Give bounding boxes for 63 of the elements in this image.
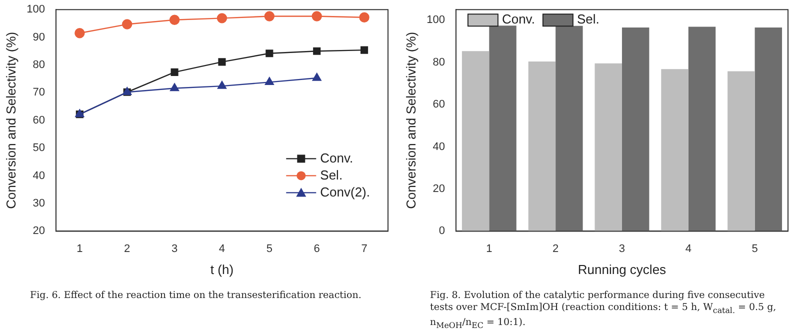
point (264, 11, 275, 22)
bar (661, 69, 688, 232)
y-tick-label: 50 (32, 142, 45, 154)
x-tick-label: 6 (314, 242, 320, 255)
x-tick-label: 2 (552, 242, 559, 255)
x-tick-label: 1 (76, 242, 83, 255)
point (74, 28, 85, 38)
bar (688, 26, 716, 232)
x-tick-label: 5 (266, 242, 272, 255)
bar (622, 28, 650, 232)
point (266, 50, 274, 58)
bar (528, 62, 556, 232)
legend-label: Conv(2). (320, 184, 370, 200)
legend-label: Conv. (502, 12, 535, 27)
point (312, 72, 322, 81)
point (312, 11, 322, 22)
y-axis-title: Conversion and Selectivity (%) (3, 32, 18, 209)
x-tick-label: 5 (752, 242, 758, 255)
bar (594, 63, 622, 232)
y-tick-label: 60 (432, 98, 445, 111)
y-tick-label: 40 (432, 140, 445, 153)
point (360, 46, 368, 54)
y-tick-label: 80 (432, 56, 445, 68)
x-tick-label: 3 (171, 242, 178, 255)
y-tick-label: 60 (32, 114, 45, 126)
y-tick-label: 70 (32, 86, 45, 99)
point (216, 13, 228, 24)
legend-label: Conv. (320, 150, 354, 166)
point (264, 77, 274, 86)
y-tick-label: 0 (438, 225, 445, 238)
y-axis-title: Conversion and Selectivity (%) (403, 32, 418, 209)
point (169, 14, 180, 25)
bar (728, 71, 755, 232)
y-tick-label: 20 (32, 225, 45, 238)
x-tick-label: 4 (685, 242, 692, 255)
y-tick-label: 30 (32, 198, 45, 210)
y-tick-label: 100 (26, 4, 45, 16)
x-tick-label: 4 (218, 242, 226, 255)
x-tick-label: 7 (361, 242, 368, 255)
point (313, 47, 321, 55)
point (170, 83, 180, 92)
x-tick-label: 3 (618, 242, 626, 255)
point (122, 19, 132, 30)
point (217, 80, 226, 89)
x-axis-title: Running cycles (578, 262, 667, 277)
caption: Fig. 6. Effect of the reaction time on the transesterification reaction. (29, 289, 362, 302)
y-tick-label: 40 (32, 170, 45, 182)
legend-label: Sel. (320, 167, 343, 182)
bar (754, 28, 782, 232)
x-tick-label: 2 (124, 242, 130, 255)
bar (462, 51, 490, 232)
x-axis-title: t (h) (210, 262, 234, 277)
y-tick-label: 100 (426, 14, 445, 26)
y-tick-label: 80 (32, 59, 45, 72)
x-tick-label: 1 (486, 242, 492, 255)
bar (489, 26, 516, 232)
y-tick-label: 90 (32, 31, 45, 44)
text: Fig. 8. Evolution of the catalytic performance during five consecutive tests over MCF-[SmIm]OH (reaction conditions: t = 5 h, W$_{catal.}$ = 0.5 g, n$_{MeOH}$/n$_{EC}$ = 10:1). (430, 290, 776, 330)
point (359, 12, 370, 22)
point (170, 68, 178, 76)
point (218, 58, 226, 66)
legend-label: Sel. (576, 12, 600, 27)
y-tick-label: 20 (432, 183, 445, 196)
